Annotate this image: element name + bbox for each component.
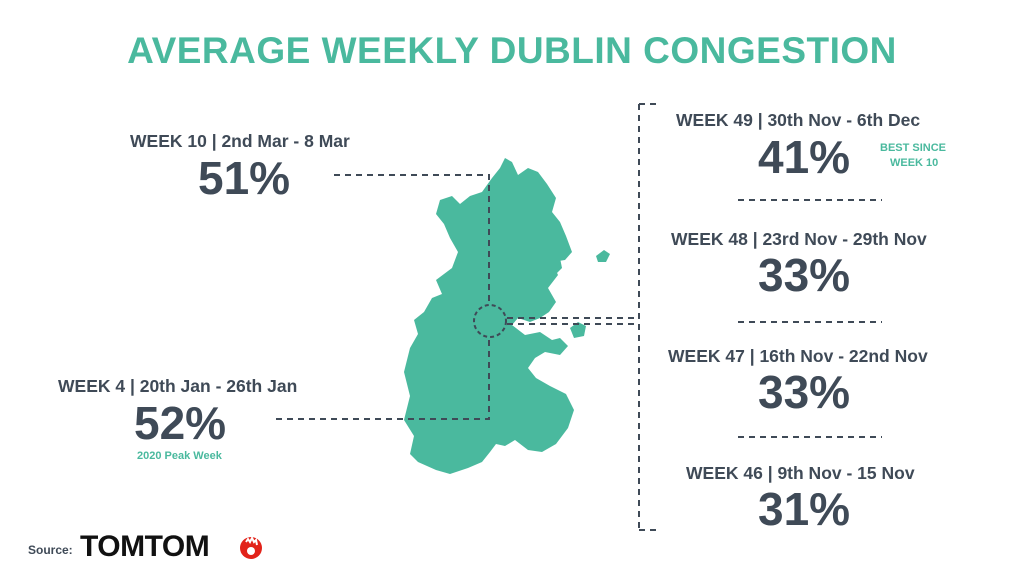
week47-label: WEEK 47 | 16th Nov - 22nd Nov	[668, 346, 928, 366]
week4-note: 2020 Peak Week	[137, 450, 222, 462]
week49-label: WEEK 49 | 30th Nov - 6th Dec	[676, 110, 921, 130]
week46-label: WEEK 46 | 9th Nov - 15 Nov	[686, 463, 915, 483]
page-title: AVERAGE WEEKLY DUBLIN CONGESTION	[127, 30, 897, 71]
week47-value: 33%	[758, 366, 851, 418]
leader-line-week4	[276, 338, 490, 420]
week48-value: 33%	[758, 249, 851, 301]
week4-value: 52%	[134, 397, 227, 449]
week48-label: WEEK 48 | 23rd Nov - 29th Nov	[671, 229, 927, 249]
tomtom-wordmark: TOMTOM	[80, 530, 210, 563]
tomtom-hand-icon	[240, 535, 262, 559]
tomtom-logo: TOMTOM	[80, 530, 210, 564]
week10-label: WEEK 10 | 2nd Mar - 8 Mar	[130, 131, 350, 151]
irelands-eye-island	[596, 250, 610, 262]
week10-value: 51%	[198, 152, 291, 204]
howth-shape	[540, 254, 562, 274]
week49-note-line1: BEST SINCE	[880, 142, 947, 154]
week4-label: WEEK 4 | 20th Jan - 26th Jan	[58, 376, 298, 396]
week49-value: 41%	[758, 131, 851, 183]
dublin-county-shape	[404, 158, 574, 474]
city-centre-marker	[473, 304, 507, 338]
small-island	[570, 322, 586, 338]
week46-value: 31%	[758, 483, 851, 535]
week49-note-line2: WEEK 10	[890, 157, 939, 169]
source-label: Source:	[28, 543, 73, 557]
leader-line-week10	[334, 174, 490, 304]
